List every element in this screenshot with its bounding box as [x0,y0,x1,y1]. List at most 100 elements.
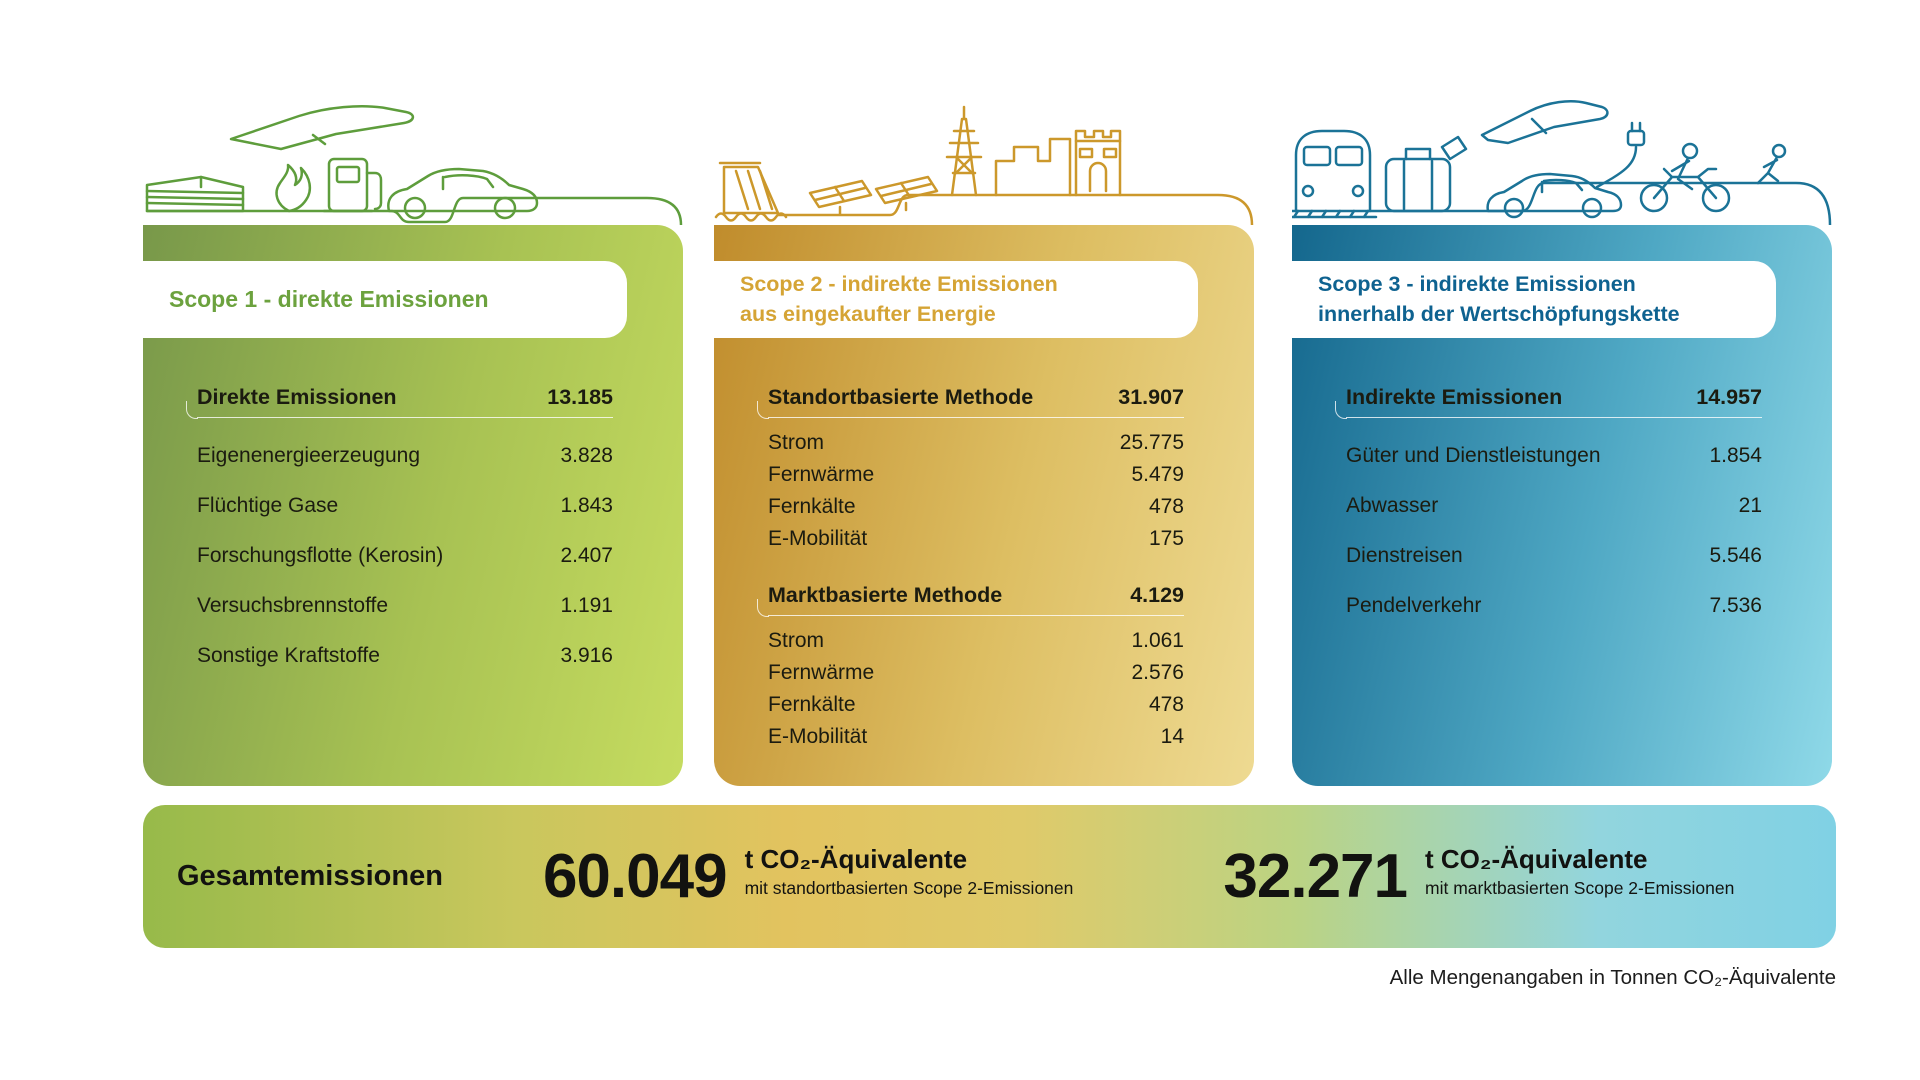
scope3-card: Scope 3 - indirekte Emissionen innerhalb… [1292,100,1832,786]
table-row: Strom 1.061 [768,629,1184,653]
row-label: Sonstige Kraftstoffe [197,644,380,667]
table-row: Abwasser 21 [1346,494,1762,518]
row-value: 5.546 [1709,544,1762,567]
scope2-title-line2: aus eingekaufter Energie [740,301,996,326]
scope3-title-line1: Scope 3 - indirekte Emissionen [1318,272,1636,297]
total-markt-note: mit marktbasierten Scope 2-Emissionen [1425,878,1735,898]
total-markt-group: 32.271 t CO₂-Äquivalente mit marktbasier… [1223,841,1734,912]
solar-panel-icon [808,175,939,216]
header-value: 13.185 [547,385,613,409]
total-standort-value: 60.049 [542,842,728,911]
table-row: Fernwärme 2.576 [768,661,1184,685]
row-value: 7.536 [1709,594,1762,617]
total-label: Gesamtemissionen [177,860,443,892]
scope3-title-box: Scope 3 - indirekte Emissionen innerhalb… [1292,261,1776,338]
scope2-title-line1: Scope 2 - indirekte Emissionen [740,272,1058,297]
table-row: Strom 25.775 [768,431,1184,455]
header-label: Direkte Emissionen [197,385,397,409]
table-row: E-Mobilität 14 [768,725,1184,749]
header-value: 14.957 [1696,385,1762,409]
row-value: 2.407 [560,544,613,567]
header-value: 4.129 [1130,583,1184,607]
table-row: E-Mobilität 175 [768,527,1184,551]
row-value: 1.061 [1131,629,1184,652]
scope2-card: Scope 2 - indirekte Emissionen aus einge… [714,105,1254,786]
table-header-row: Standortbasierte Methode 31.907 [757,385,1184,419]
row-value: 478 [1148,495,1184,518]
motorbike-icon [1639,142,1731,213]
card-tab-outline [776,193,1254,225]
row-label: Forschungsflotte (Kerosin) [197,544,444,567]
scope2-markt-section: Marktbasierte Methode 4.129 Strom 1.061 … [757,583,1184,749]
row-value: 5.479 [1131,463,1184,486]
table-row: Forschungsflotte (Kerosin) 2.407 [197,544,613,568]
row-value: 21 [1738,494,1762,517]
dam-icon [714,161,788,222]
fuel-pump-icon [322,157,383,213]
row-label: Strom [768,431,825,454]
cyclist-icon [1756,143,1787,185]
flame-icon [275,163,312,213]
plane-icon [229,105,415,151]
header-value: 31.907 [1118,385,1184,409]
row-label: Flüchtige Gase [197,494,339,517]
scope2-table: Standortbasierte Methode 31.907 Strom 25… [757,385,1184,749]
table-header-row: Marktbasierte Methode 4.129 [757,583,1184,617]
ev-car-plug-icon [1486,121,1646,219]
scope1-title: Scope 1 - direkte Emissionen [169,285,489,312]
row-label: Eigenenergieerzeugung [197,444,421,467]
scope2-title-box: Scope 2 - indirekte Emissionen aus einge… [714,261,1198,338]
row-label: Fernwärme [768,463,875,486]
total-standort-group: 60.049 t CO₂-Äquivalente mit standortbas… [543,841,1073,912]
header-label: Indirekte Emissionen [1346,385,1563,409]
train-icon [1292,129,1378,219]
plane-icon [1480,100,1609,145]
total-markt-unit: t CO₂-Äquivalente [1425,844,1648,874]
table-row: Versuchsbrennstoffe 1.191 [197,594,613,618]
row-value: 14 [1160,725,1184,748]
row-value: 1.854 [1709,444,1762,467]
car-icon [387,167,539,220]
row-value: 3.916 [560,644,613,667]
table-row: Fernkälte 478 [768,495,1184,519]
table-header-row: Indirekte Emissionen 14.957 [1335,385,1762,419]
scope3-table: Indirekte Emissionen 14.957 Güter und Di… [1335,385,1762,618]
transmission-tower-icon [945,105,983,197]
row-value: 2.576 [1131,661,1184,684]
header-label: Marktbasierte Methode [768,583,1003,607]
table-header-row: Direkte Emissionen 13.185 [186,385,613,419]
table-row: Pendelverkehr 7.536 [1346,594,1762,618]
row-label: Dienstreisen [1346,544,1463,567]
scope1-icon-strip [143,95,683,225]
row-label: Fernkälte [768,495,856,518]
row-label: Güter und Dienstleistungen [1346,444,1601,467]
scope2-icon-strip [714,95,1254,225]
row-label: Abwasser [1346,494,1439,517]
total-markt-value: 32.271 [1223,842,1408,911]
card-tab-outline [145,196,683,225]
scope3-icon-strip [1292,95,1832,225]
scope3-illustration [1292,100,1832,225]
table-row: Eigenenergieerzeugung 3.828 [197,444,613,468]
building-icon [145,175,245,213]
row-label: Versuchsbrennstoffe [197,594,389,617]
table-row: Güter und Dienstleistungen 1.854 [1346,444,1762,468]
scope2-illustration [714,105,1254,225]
row-label: Pendelverkehr [1346,594,1482,617]
total-emissions-bar: Gesamtemissionen 60.049 t CO₂-Äquivalent… [143,805,1836,948]
scope1-card: Scope 1 - direkte Emissionen Direkte Emi… [143,105,683,786]
table-row: Fernkälte 478 [768,693,1184,717]
table-row: Dienstreisen 5.546 [1346,544,1762,568]
total-standort-unit: t CO₂-Äquivalente [744,844,968,874]
row-value: 175 [1148,527,1184,550]
row-value: 1.843 [560,494,613,517]
luggage-icon [1384,135,1468,213]
footnote: Alle Mengenangaben in Tonnen CO₂-Äquival… [1389,966,1836,989]
total-markt-unitblock: t CO₂-Äquivalente mit marktbasierten Sco… [1425,844,1734,899]
row-value: 1.191 [560,594,613,617]
row-label: Fernkälte [768,693,856,716]
row-value: 3.828 [560,444,613,467]
card-tab-outline [1292,181,1832,225]
row-value: 25.775 [1119,431,1184,454]
